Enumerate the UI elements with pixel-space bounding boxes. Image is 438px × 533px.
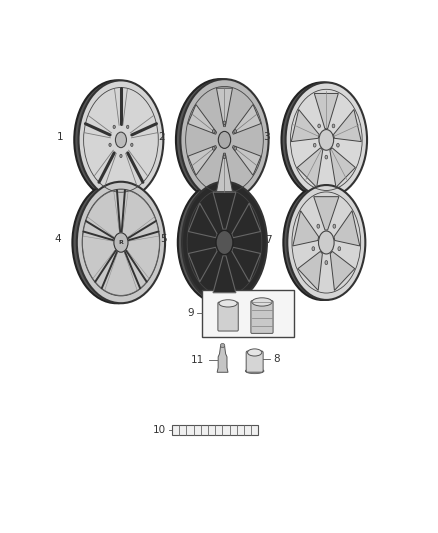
Ellipse shape xyxy=(245,368,264,374)
Polygon shape xyxy=(188,104,216,134)
Ellipse shape xyxy=(287,185,365,300)
Ellipse shape xyxy=(337,143,339,147)
Polygon shape xyxy=(333,109,361,142)
Ellipse shape xyxy=(212,130,215,133)
Polygon shape xyxy=(297,148,323,188)
Polygon shape xyxy=(291,109,319,142)
Ellipse shape xyxy=(109,143,111,147)
Polygon shape xyxy=(217,346,228,372)
Polygon shape xyxy=(188,203,217,238)
Ellipse shape xyxy=(318,124,321,128)
Polygon shape xyxy=(334,211,360,246)
Ellipse shape xyxy=(216,230,233,255)
Ellipse shape xyxy=(318,231,334,254)
Text: R: R xyxy=(119,240,124,245)
Ellipse shape xyxy=(223,121,226,125)
Ellipse shape xyxy=(338,247,341,251)
Ellipse shape xyxy=(72,182,161,303)
Polygon shape xyxy=(293,211,318,246)
Text: 9: 9 xyxy=(187,308,194,318)
Polygon shape xyxy=(216,153,233,191)
Ellipse shape xyxy=(182,182,267,303)
Ellipse shape xyxy=(317,224,320,228)
Polygon shape xyxy=(298,252,322,290)
Polygon shape xyxy=(232,203,261,238)
Text: 5: 5 xyxy=(160,235,167,245)
Ellipse shape xyxy=(234,147,237,150)
Polygon shape xyxy=(314,197,339,230)
Polygon shape xyxy=(233,104,261,134)
Ellipse shape xyxy=(127,125,129,128)
Text: 11: 11 xyxy=(191,355,204,365)
Ellipse shape xyxy=(180,79,268,200)
Ellipse shape xyxy=(319,130,334,150)
Polygon shape xyxy=(232,247,261,282)
Text: 8: 8 xyxy=(273,354,280,364)
Bar xyxy=(172,425,258,435)
Text: 7: 7 xyxy=(265,235,272,245)
Ellipse shape xyxy=(114,233,128,252)
Ellipse shape xyxy=(131,143,133,147)
Ellipse shape xyxy=(247,349,262,356)
Ellipse shape xyxy=(332,124,335,128)
Text: 10: 10 xyxy=(152,425,166,435)
FancyBboxPatch shape xyxy=(246,351,263,372)
Ellipse shape xyxy=(252,298,272,306)
Polygon shape xyxy=(314,93,338,128)
Ellipse shape xyxy=(234,130,237,133)
Ellipse shape xyxy=(176,79,264,200)
Polygon shape xyxy=(213,192,236,229)
Bar xyxy=(202,290,294,337)
Ellipse shape xyxy=(113,125,115,128)
Polygon shape xyxy=(330,148,355,188)
Ellipse shape xyxy=(325,261,328,264)
Ellipse shape xyxy=(178,182,263,303)
Polygon shape xyxy=(188,247,217,282)
Ellipse shape xyxy=(283,185,361,300)
Text: 2: 2 xyxy=(159,132,165,142)
Ellipse shape xyxy=(313,143,316,147)
Ellipse shape xyxy=(325,155,328,159)
Ellipse shape xyxy=(77,182,165,303)
Ellipse shape xyxy=(333,224,336,228)
Polygon shape xyxy=(213,256,236,293)
Text: 4: 4 xyxy=(55,235,61,245)
Ellipse shape xyxy=(78,80,163,199)
Ellipse shape xyxy=(120,155,122,158)
Ellipse shape xyxy=(312,247,314,251)
Ellipse shape xyxy=(286,83,367,197)
Polygon shape xyxy=(330,252,355,290)
Text: 3: 3 xyxy=(264,132,270,142)
Ellipse shape xyxy=(74,80,159,199)
Ellipse shape xyxy=(219,300,237,307)
Ellipse shape xyxy=(282,83,363,197)
Polygon shape xyxy=(188,146,216,175)
Ellipse shape xyxy=(223,155,226,159)
Ellipse shape xyxy=(116,132,127,148)
Text: 1: 1 xyxy=(57,132,63,142)
Polygon shape xyxy=(216,88,233,126)
Ellipse shape xyxy=(212,147,215,150)
Ellipse shape xyxy=(220,343,225,348)
Polygon shape xyxy=(233,146,261,175)
Ellipse shape xyxy=(218,131,231,148)
FancyBboxPatch shape xyxy=(251,301,273,334)
FancyBboxPatch shape xyxy=(218,302,238,331)
